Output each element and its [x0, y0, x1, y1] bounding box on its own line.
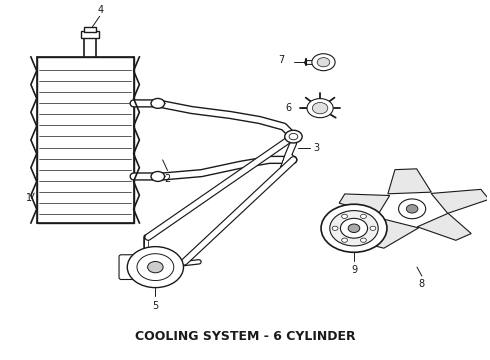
Polygon shape	[363, 217, 418, 248]
Circle shape	[151, 98, 165, 108]
Circle shape	[330, 211, 378, 246]
Circle shape	[332, 226, 338, 230]
Circle shape	[317, 58, 330, 67]
Polygon shape	[339, 194, 390, 214]
Text: COOLING SYSTEM - 6 CYLINDER: COOLING SYSTEM - 6 CYLINDER	[135, 330, 355, 343]
Text: 3: 3	[313, 143, 319, 153]
Circle shape	[147, 261, 163, 273]
Circle shape	[348, 224, 360, 233]
Circle shape	[151, 171, 165, 181]
Polygon shape	[431, 189, 489, 213]
Circle shape	[127, 247, 183, 288]
Circle shape	[341, 219, 368, 238]
Circle shape	[398, 199, 426, 219]
Bar	[84, 27, 96, 32]
Circle shape	[307, 99, 333, 118]
Text: 5: 5	[152, 301, 158, 311]
Circle shape	[342, 214, 347, 219]
Circle shape	[406, 204, 418, 213]
Bar	[37, 57, 134, 223]
Circle shape	[289, 134, 298, 140]
Text: 2: 2	[164, 174, 171, 184]
Circle shape	[342, 238, 347, 242]
FancyBboxPatch shape	[119, 255, 143, 279]
Circle shape	[361, 238, 367, 242]
Circle shape	[285, 130, 302, 143]
Text: 9: 9	[351, 265, 357, 275]
Circle shape	[312, 54, 335, 71]
Circle shape	[321, 204, 387, 252]
Text: 1: 1	[25, 193, 32, 203]
Text: 6: 6	[286, 103, 292, 113]
Bar	[81, 31, 98, 38]
Text: 8: 8	[419, 279, 425, 289]
Circle shape	[370, 226, 376, 230]
Polygon shape	[417, 213, 471, 240]
Circle shape	[137, 254, 174, 280]
Text: 7: 7	[278, 55, 285, 66]
Polygon shape	[388, 169, 431, 194]
Circle shape	[361, 214, 367, 219]
Circle shape	[312, 103, 328, 114]
Text: 4: 4	[98, 5, 104, 15]
